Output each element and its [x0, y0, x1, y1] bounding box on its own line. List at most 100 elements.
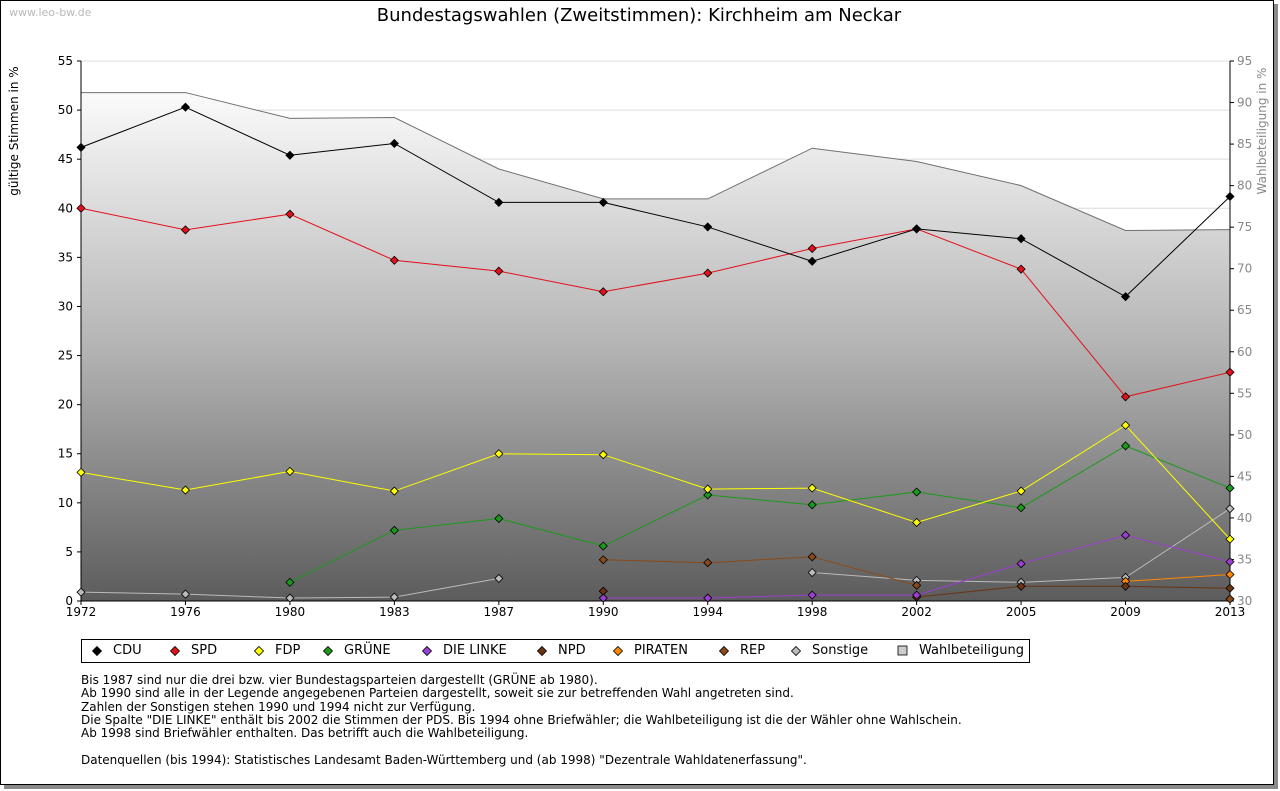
data-point-gr-ne [807, 500, 817, 510]
series-line-gr-ne [289, 445, 1231, 583]
legend-label: NPD [558, 643, 586, 658]
data-point-cdu [76, 142, 86, 152]
data-point-cdu [1225, 191, 1235, 202]
y2-axis-title: Wahlbeteiligung in % [1255, 68, 1269, 195]
x-tick-label: 1972 [66, 605, 97, 619]
watermark: www.leo-bw.de [9, 6, 92, 19]
data-point-gr-ne [285, 577, 295, 587]
series-line-fdp [80, 424, 1231, 540]
data-point-fdp [807, 483, 817, 493]
data-point-sonstige [1225, 504, 1235, 514]
x-tick-label: 2013 [1215, 605, 1246, 619]
data-point-spd [1120, 392, 1131, 402]
data-point-gr-ne [389, 525, 399, 535]
y-tick-label: 50 [58, 103, 73, 117]
legend-marker-npd [536, 645, 548, 657]
note-line: Zahlen der Sonstigen stehen 1990 und 199… [81, 699, 476, 714]
legend-label: Sonstige [812, 643, 869, 658]
x-tick-label: 1994 [692, 605, 723, 619]
series-line-piraten [1125, 573, 1231, 582]
data-point-fdp [285, 466, 295, 476]
data-point-spd [494, 266, 504, 276]
x-tick-label: 1976 [170, 605, 201, 619]
data-point-sonstige [494, 573, 504, 583]
y2-tick-label: 80 [1237, 179, 1252, 193]
y2-tick-label: 55 [1237, 386, 1252, 400]
data-point-fdp [76, 467, 86, 477]
x-tick-label: 1987 [484, 605, 515, 619]
y-tick-label: 40 [58, 201, 73, 215]
series-line-npd [916, 585, 1231, 598]
data-point-spd [389, 255, 399, 265]
series-line-spd [80, 207, 1231, 398]
data-point-cdu [180, 102, 191, 112]
y-tick-label: 10 [58, 496, 73, 510]
data-point-fdp [1120, 420, 1131, 430]
data-point-fdp [703, 484, 713, 494]
data-point-cdu [1120, 292, 1131, 302]
y2-tick-label: 45 [1237, 469, 1252, 483]
axis-labels: 0 5 10 15 20 25 30 35 40 45 50 55 30 35 40 45 50 55 60 65 70… [7, 54, 1269, 619]
data-point-gr-ne [494, 513, 504, 524]
data-point-cdu [703, 222, 713, 232]
data-point-sonstige [285, 593, 295, 603]
legend-label: FDP [275, 643, 301, 658]
note-line: Ab 1990 sind alle in der Legende angegeb… [81, 686, 794, 701]
data-point-rep [912, 580, 922, 590]
legend-marker-sonstige [790, 645, 802, 657]
data-point-fdp [389, 486, 399, 496]
legend-label: DIE LINKE [443, 643, 507, 658]
legend-marker-cdu [91, 645, 103, 657]
data-point-die-linke [807, 590, 817, 600]
y-tick-label: 45 [58, 152, 73, 166]
data-point-rep [598, 555, 608, 565]
data-point-die-linke [598, 593, 608, 603]
y-tick-label: 0 [65, 594, 73, 608]
legend-marker-die-linke [421, 645, 433, 657]
note-line [81, 740, 962, 753]
turnout-area [81, 92, 1230, 602]
x-tick-label: 2005 [1006, 605, 1037, 619]
data-point-die-linke [1225, 557, 1235, 567]
legend-marker-rep [718, 645, 730, 657]
data-point-spd [180, 225, 191, 235]
data-point-gr-ne [1225, 483, 1235, 493]
legend-label: SPD [191, 643, 218, 658]
data-point-npd [1120, 581, 1131, 591]
y2-tick-label: 85 [1237, 137, 1252, 151]
series-line-cdu [80, 106, 1231, 298]
data-point-sonstige [807, 567, 817, 578]
data-point-die-linke [1120, 530, 1131, 540]
data-point-sonstige [389, 592, 399, 602]
series-lines [80, 106, 1231, 599]
y2-tick-label: 65 [1237, 303, 1252, 317]
data-point-fdp [1225, 534, 1235, 544]
y-tick-label: 55 [58, 54, 73, 68]
y2-tick-label: 40 [1237, 511, 1252, 525]
x-tick-label: 2002 [901, 605, 932, 619]
y-tick-label: 30 [58, 299, 73, 313]
data-point-gr-ne [703, 490, 713, 500]
y-axis-title: gültige Stimmen in % [7, 66, 21, 195]
y2-tick-label: 75 [1237, 220, 1252, 234]
x-tick-label: 1983 [379, 605, 410, 619]
data-point-die-linke [1016, 559, 1026, 569]
data-point-spd [703, 268, 713, 278]
data-point-cdu [807, 256, 817, 266]
data-point-die-linke [912, 590, 922, 600]
y2-tick-label: 35 [1237, 552, 1252, 566]
note-line: Ab 1998 sind Briefwähler enthalten. Das … [81, 726, 529, 741]
data-point-fdp [598, 450, 608, 460]
y-tick-label: 25 [58, 349, 73, 363]
note-line: Die Spalte "DIE LINKE" enthält bis 2002 … [81, 712, 962, 727]
y2-tick-label: 95 [1237, 54, 1252, 68]
data-point-rep [1225, 594, 1235, 604]
data-point-cdu [389, 138, 399, 149]
y2-tick-label: 60 [1237, 345, 1252, 359]
data-point-cdu [1016, 234, 1026, 244]
y-tick-label: 35 [58, 250, 73, 264]
data-point-gr-ne [1016, 503, 1026, 513]
data-point-npd [1016, 581, 1026, 591]
y2-tick-label: 50 [1237, 428, 1252, 442]
